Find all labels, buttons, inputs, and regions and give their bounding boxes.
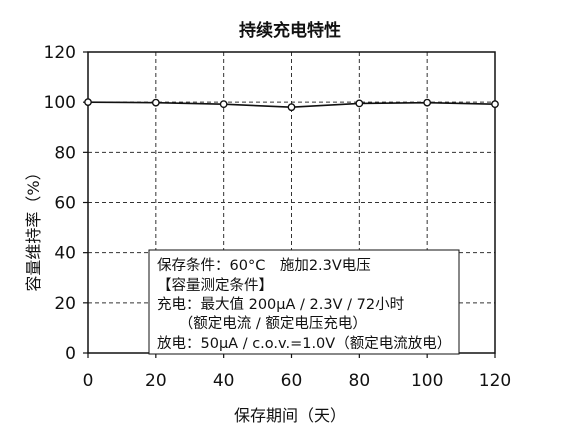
x-axis-ticks: 0 20 40 60 80 100 120 bbox=[83, 353, 511, 391]
y-tick-label: 60 bbox=[54, 194, 76, 214]
annotation-line: 充电：最大值 200μA / 2.3V / 72小时 bbox=[157, 296, 404, 313]
annotation-line: 保存条件：60°C 施加2.3V电压 bbox=[157, 257, 371, 274]
x-axis-title: 保存期间（天） bbox=[234, 406, 346, 425]
data-point bbox=[84, 98, 92, 107]
data-point bbox=[151, 98, 160, 107]
x-tick-label: 60 bbox=[281, 371, 303, 391]
data-point bbox=[491, 100, 499, 109]
y-axis-title: 容量维持率（%） bbox=[24, 164, 43, 291]
y-tick-label: 40 bbox=[54, 244, 76, 264]
data-point bbox=[287, 103, 296, 112]
x-tick-label: 80 bbox=[349, 371, 371, 391]
y-tick-label: 100 bbox=[44, 93, 76, 113]
annotation-line: 放电：50μA / c.o.v.=1.0V（额定电流放电） bbox=[157, 335, 451, 352]
data-point bbox=[423, 98, 432, 107]
x-tick-label: 120 bbox=[479, 371, 511, 391]
y-axis-ticks: 0 20 40 60 80 100 120 bbox=[44, 43, 88, 364]
x-tick-label: 40 bbox=[213, 371, 235, 391]
annotation-line: 【容量测定条件】 bbox=[157, 277, 273, 294]
x-tick-label: 100 bbox=[411, 371, 443, 391]
y-tick-label: 80 bbox=[54, 143, 76, 163]
data-point bbox=[219, 100, 228, 109]
chart-title: 持续充电特性 bbox=[239, 20, 341, 41]
y-tick-label: 20 bbox=[54, 294, 76, 314]
annotation-box: 保存条件：60°C 施加2.3V电压 【容量测定条件】 充电：最大值 200μA… bbox=[148, 249, 460, 355]
y-tick-label: 0 bbox=[65, 344, 76, 364]
series-layer bbox=[84, 98, 499, 112]
x-tick-label: 20 bbox=[145, 371, 167, 391]
y-tick-label: 120 bbox=[44, 43, 76, 63]
x-tick-label: 0 bbox=[83, 371, 94, 391]
data-point bbox=[355, 99, 364, 108]
annotation-line: （额定电流 / 额定电压充电） bbox=[157, 315, 367, 332]
